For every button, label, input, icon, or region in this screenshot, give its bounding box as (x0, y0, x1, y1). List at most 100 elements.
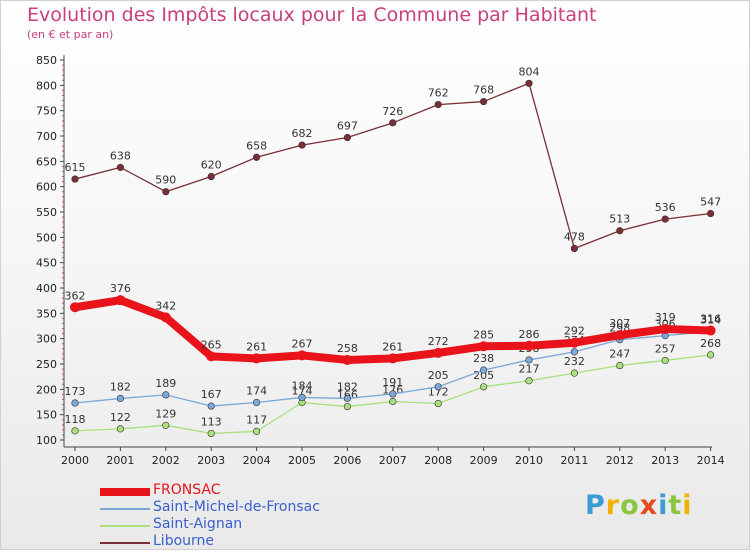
data-label: 232 (564, 355, 585, 368)
data-label: 257 (655, 342, 676, 355)
line-chart: 100 150 200 250 300 350 400 450 500 550 600 650 700 7… (36, 54, 725, 467)
y-tick-label: 650 (36, 155, 57, 168)
data-label: 117 (246, 413, 267, 426)
logo-letter: t (668, 490, 683, 521)
data-point (207, 172, 215, 181)
x-tick-label: 2005 (288, 454, 316, 467)
data-label: 726 (382, 105, 403, 118)
y-tick-label: 350 (36, 307, 57, 320)
data-point (162, 391, 170, 399)
legend-label: Saint-Michel-de-Fronsac (153, 499, 320, 515)
data-point (705, 325, 716, 336)
legend-label: Saint-Aignan (153, 516, 243, 532)
data-label: 615 (65, 161, 86, 174)
legend-swatch (100, 525, 150, 527)
data-point (570, 244, 579, 253)
data-label: 762 (428, 87, 449, 100)
y-tick-label: 450 (36, 257, 57, 270)
data-point (389, 397, 397, 406)
x-tick-label: 2004 (243, 454, 271, 467)
x-tick-label: 2011 (560, 454, 588, 467)
data-label: 189 (155, 377, 176, 390)
data-label: 191 (382, 376, 403, 389)
data-label: 536 (655, 201, 676, 214)
data-point (387, 353, 398, 364)
data-point (434, 383, 442, 391)
legend-swatch (100, 508, 150, 510)
data-point (525, 79, 533, 87)
y-tick-label: 150 (36, 409, 57, 422)
data-point (253, 153, 261, 161)
data-label: 267 (292, 337, 313, 350)
x-tick-label: 2009 (470, 454, 498, 467)
data-label: 182 (110, 380, 131, 393)
data-label: 261 (246, 340, 267, 353)
data-label: 174 (292, 385, 313, 398)
chart-title: Evolution des Impôts locaux pour la Comm… (27, 4, 597, 26)
data-label: 478 (564, 230, 585, 243)
legend-swatch (100, 542, 150, 544)
data-label: 113 (201, 415, 222, 428)
data-point (116, 425, 124, 433)
data-label: 362 (65, 289, 86, 302)
data-label: 182 (337, 380, 358, 393)
logo-letter: o (620, 490, 640, 521)
data-label: 268 (700, 337, 721, 350)
data-label: 376 (110, 282, 131, 295)
y-tick-label: 850 (36, 54, 57, 67)
data-point (389, 390, 397, 398)
data-point (434, 399, 442, 408)
data-label: 547 (700, 196, 721, 209)
data-label: 122 (110, 411, 131, 424)
y-tick-label: 400 (36, 282, 57, 295)
data-point (616, 227, 624, 235)
x-tick-label: 2010 (515, 454, 543, 467)
legend-label: Libourne (153, 533, 215, 549)
data-point (116, 163, 124, 172)
data-point (570, 369, 579, 377)
data-label: 261 (382, 340, 403, 353)
data-point (434, 100, 442, 109)
proxiti-logo: Proxiti (585, 490, 693, 521)
data-point (251, 353, 262, 364)
data-point (206, 351, 217, 362)
logo-letter: r (605, 490, 621, 521)
data-point (343, 402, 352, 411)
data-point (116, 394, 124, 403)
y-tick-label: 250 (36, 358, 57, 371)
data-label: 342 (155, 299, 176, 312)
data-label: 590 (155, 174, 176, 187)
data-point (253, 398, 261, 407)
data-point (389, 119, 397, 127)
data-label: 184 (292, 379, 313, 392)
y-tick-label: 550 (36, 206, 57, 219)
data-point (660, 324, 671, 335)
data-point (433, 347, 444, 358)
y-tick-label: 100 (36, 434, 57, 447)
x-tick-label: 2013 (651, 454, 679, 467)
data-point (343, 133, 352, 142)
data-label: 307 (609, 317, 630, 330)
y-tick-label: 700 (36, 130, 57, 143)
data-point (706, 351, 715, 359)
data-label: 314 (700, 314, 721, 327)
data-label: 272 (428, 335, 449, 348)
data-point (162, 188, 170, 196)
data-point (616, 361, 624, 370)
x-tick-label: 2001 (106, 454, 134, 467)
data-point (207, 402, 215, 410)
y-tick-label: 500 (36, 231, 57, 244)
x-tick-label: 2003 (197, 454, 225, 467)
y-tick-label: 300 (36, 333, 57, 346)
data-point (570, 348, 579, 356)
data-point (115, 295, 126, 306)
data-label: 238 (473, 352, 494, 365)
data-point (706, 209, 715, 218)
data-point (480, 97, 488, 106)
x-tick-label: 2012 (606, 454, 634, 467)
data-point (298, 393, 306, 402)
legend-label: FRONSAC (153, 482, 221, 498)
data-point (569, 337, 580, 348)
chart-subtitle: (en € et par an) (27, 28, 114, 41)
x-tick-label: 2007 (379, 454, 407, 467)
